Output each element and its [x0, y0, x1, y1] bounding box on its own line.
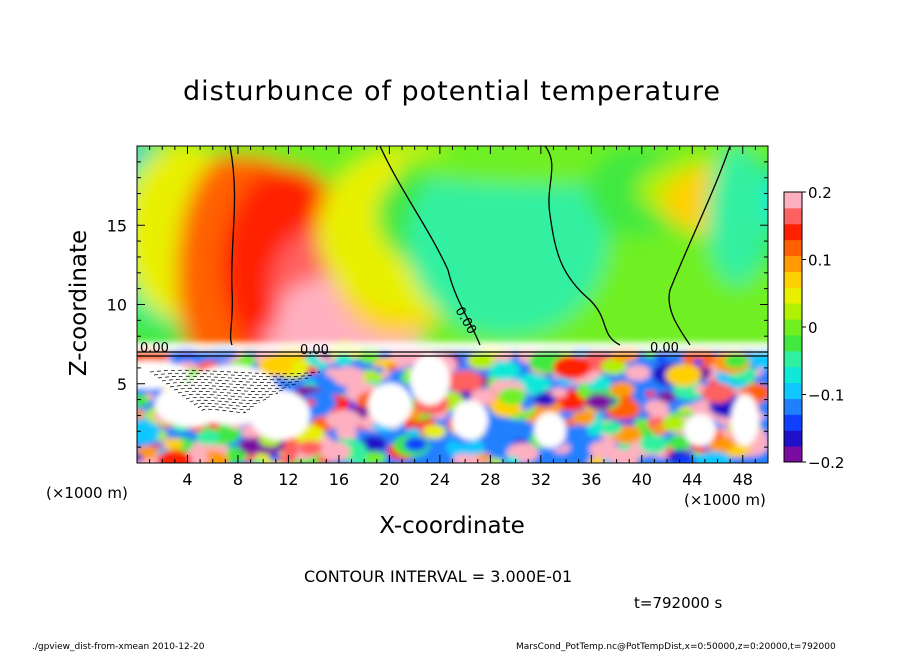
x-axis-label: X-coordinate [379, 513, 525, 539]
contour-line [544, 146, 621, 346]
colorbar-swatch [784, 271, 802, 288]
colorbar-swatch [784, 430, 802, 447]
x-tick-label: 20 [379, 470, 399, 489]
upper-field [137, 146, 768, 396]
x-unit-label-left: (×1000 m) [46, 484, 128, 502]
y-axis-ticks: 5 10 15 [107, 161, 768, 448]
contour-label: 0.00 [650, 341, 679, 356]
colorbar-swatch [784, 239, 802, 257]
x-tick-label: 48 [733, 470, 753, 489]
contour-line-dashed [185, 396, 267, 402]
contour-line-dashed [177, 390, 279, 396]
colorbar-swatch [784, 255, 802, 272]
contour-line-dashed [157, 375, 309, 381]
contour-line-dashed [153, 372, 315, 378]
colorbar: 0.2 0.1 0 −0.1 −0.2 [783, 184, 844, 472]
colorbar-swatch [784, 319, 802, 336]
x-tick-label: 32 [531, 470, 551, 489]
x-tick-label: 24 [430, 470, 450, 489]
colorbar-tick-label: 0.1 [808, 252, 832, 270]
contour-line-dashed [149, 369, 321, 375]
colorbar-swatch [784, 398, 802, 415]
time-label: t=792000 s [634, 594, 723, 612]
contour-line-dashed [201, 408, 246, 414]
heatmap-field [137, 146, 768, 463]
colorbar-swatch [784, 287, 802, 304]
y-tick-label: 10 [107, 296, 127, 315]
y-tick-label: 5 [117, 375, 127, 394]
footer-left: ./gpview_dist-from-xmean 2010-12-20 [32, 642, 205, 652]
contour-line-dashed [165, 381, 297, 387]
contour-line-dashed [169, 384, 291, 390]
contour-line-dashed [173, 387, 285, 393]
x-tick-label: 40 [632, 470, 652, 489]
colorbar-tick-label: −0.1 [808, 387, 844, 405]
contour-interval-text: CONTOUR INTERVAL = 3.000E-01 [304, 567, 573, 586]
contour-line-dashed [193, 402, 255, 408]
colorbar-swatch [784, 334, 802, 352]
x-tick-label: 28 [480, 470, 500, 489]
contour-line [379, 146, 481, 346]
colorbar-swatch [784, 414, 802, 431]
x-tick-label: 4 [182, 470, 192, 489]
contour-label: 0.00 [300, 343, 329, 358]
x-tick-label: 16 [329, 470, 349, 489]
lower-field [137, 340, 768, 463]
interface-strip [137, 342, 768, 352]
colorbar-swatch [784, 382, 802, 399]
colorbar-tick-label: 0.2 [808, 184, 832, 202]
x-tick-label: 12 [278, 470, 298, 489]
footer-right: MarsCond_PotTemp.nc@PotTempDist,x=0:5000… [516, 642, 836, 652]
y-tick-label: 15 [107, 216, 127, 235]
colorbar-swatch [784, 223, 802, 241]
y-axis-label: Z-coordinate [66, 229, 92, 377]
contour-line-dashed [181, 393, 273, 399]
contour-line [229, 146, 236, 346]
colorbar-swatch [784, 446, 802, 463]
contour-line-dashed [189, 399, 261, 405]
contour-line-dashed [197, 405, 250, 411]
x-tick-label: 44 [682, 470, 702, 489]
colorbar-tick-label: −0.2 [808, 454, 844, 472]
contour-label: 0.00 [140, 341, 169, 356]
colorbar-swatch [784, 207, 802, 225]
colorbar-swatch [784, 350, 802, 368]
chart-title: disturbunce of potential temperature [183, 76, 721, 107]
colorbar-swatch [784, 192, 802, 209]
x-tick-label: 36 [581, 470, 601, 489]
contour-line [668, 146, 731, 346]
colorbar-tick-label: 0 [808, 319, 818, 337]
x-unit-label-right: (×1000 m) [684, 491, 766, 509]
colorbar-swatch [784, 366, 802, 384]
colorbar-swatch [784, 303, 802, 320]
x-tick-label: 8 [233, 470, 243, 489]
x-axis-ticks: 4 8 12 16 20 24 28 32 36 40 44 48 [149, 146, 756, 489]
